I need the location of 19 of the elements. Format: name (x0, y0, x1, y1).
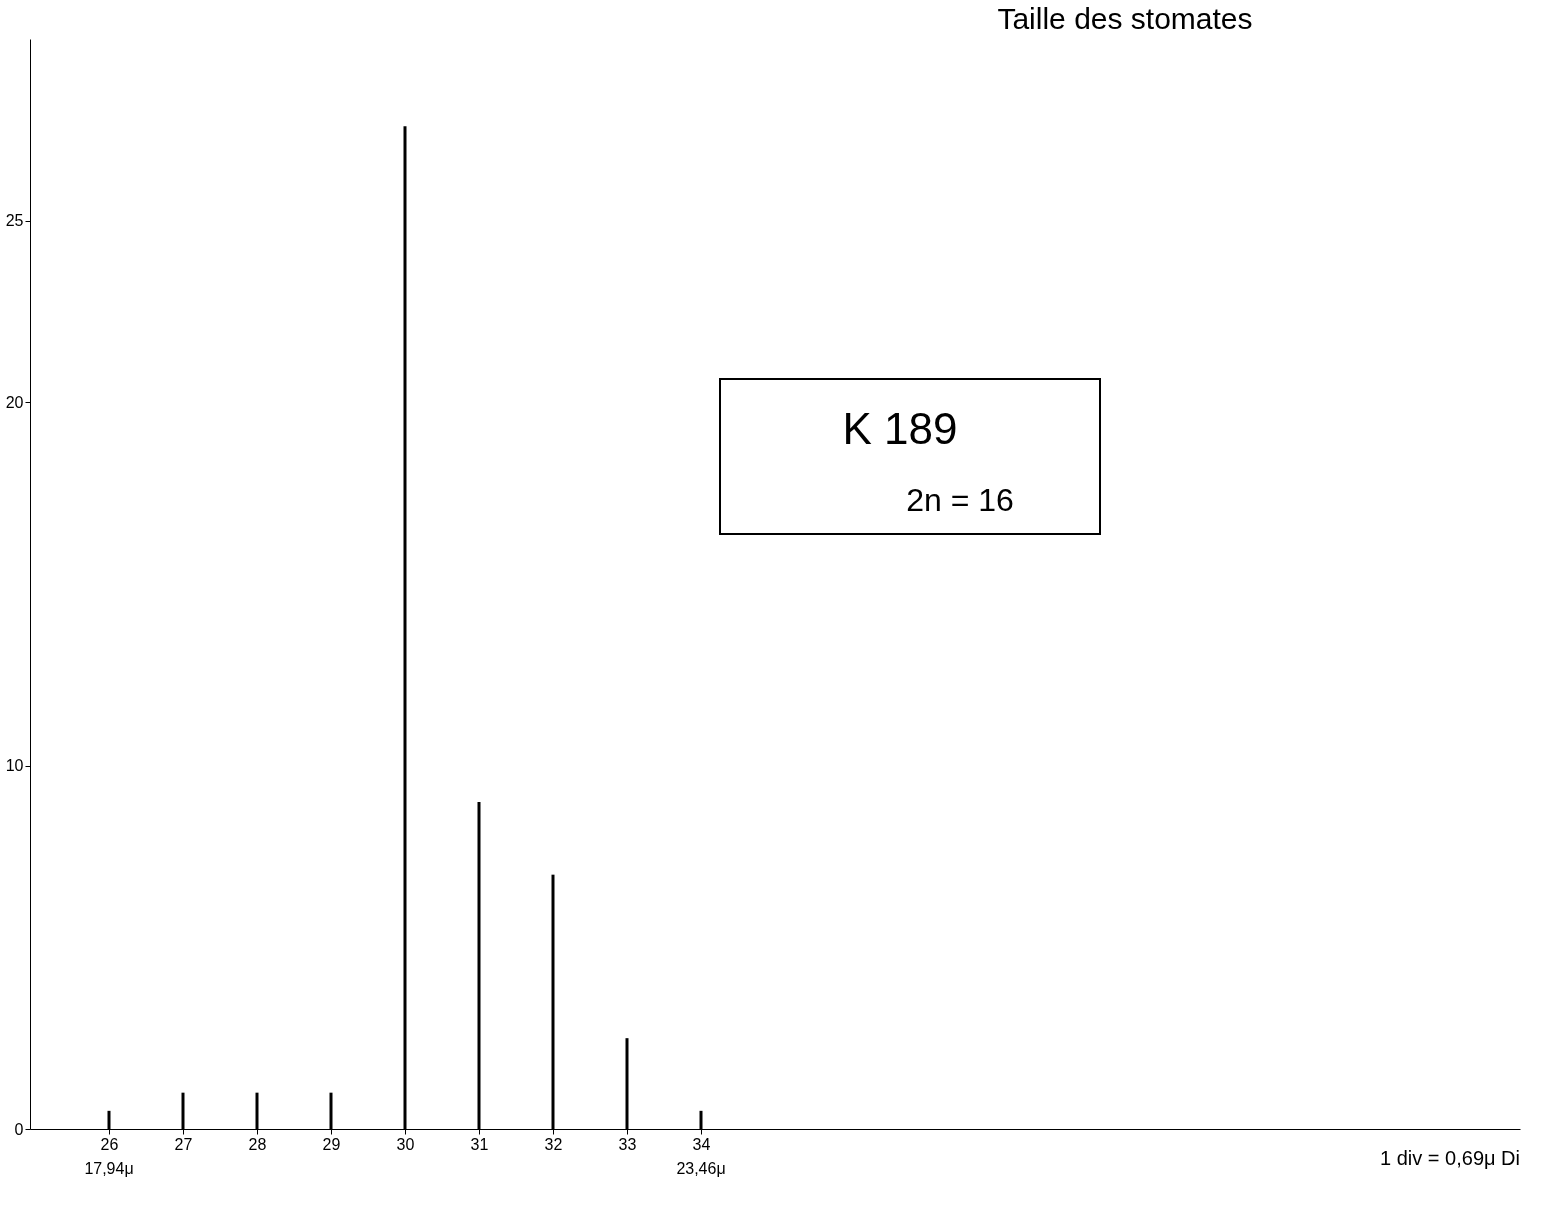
x-tick-label: 34 (692, 1135, 711, 1153)
x-tick-label: 33 (618, 1135, 637, 1153)
x-tick-label: 28 (248, 1135, 267, 1153)
y-tick-label: 10 (5, 757, 24, 775)
x-tick-label: 26 (100, 1135, 119, 1153)
text: 1 div = 0,69μ Di (1380, 1147, 1520, 1169)
annotation: 17,94μ (84, 1160, 134, 1177)
x-tick-label: 31 (470, 1135, 489, 1153)
y-tick-label: 20 (5, 393, 24, 411)
annotation: 2n = 16 (906, 482, 1014, 518)
annotation: K 189 (842, 404, 958, 453)
x-tick-label: 29 (322, 1135, 341, 1153)
y-tick-label: 25 (5, 212, 24, 230)
y-tick-label: 0 (14, 1120, 24, 1138)
x-tick-label: 30 (396, 1135, 415, 1153)
chart-title: Taille des stomates (997, 2, 1253, 35)
annotation: 23,46μ (676, 1160, 726, 1177)
x-tick-label: 32 (544, 1135, 563, 1153)
x-tick-label: 27 (174, 1135, 193, 1153)
